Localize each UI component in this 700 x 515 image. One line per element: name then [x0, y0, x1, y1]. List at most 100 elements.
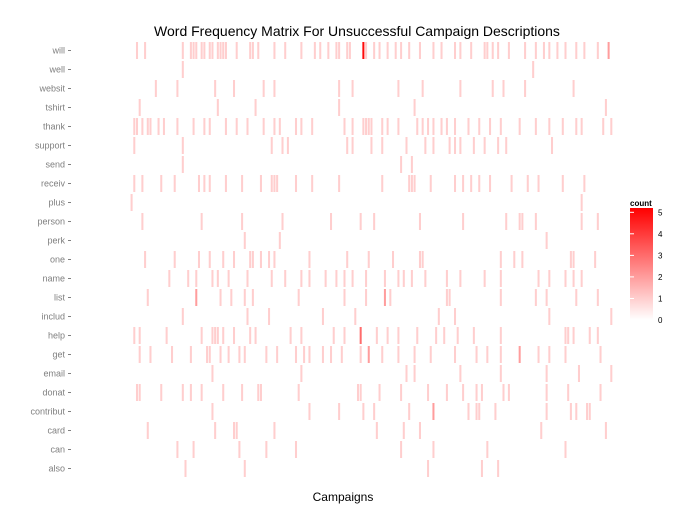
heatmap-cell [545, 289, 548, 306]
heatmap-cell [354, 308, 357, 325]
heatmap-cell [135, 384, 139, 401]
heatmap-cell [383, 289, 386, 306]
heatmap-cell [273, 42, 276, 59]
heatmap-cell [233, 422, 236, 439]
heatmap-cell [173, 175, 176, 192]
heatmap-cell [569, 251, 572, 268]
heatmap-cell [235, 422, 238, 439]
heatmap-cell [268, 308, 271, 325]
heatmap-cell [381, 175, 384, 192]
heatmap-cell [494, 403, 497, 420]
heatmap-cell [497, 137, 500, 154]
heatmap-cell [259, 384, 262, 401]
heatmap-cell [300, 327, 303, 344]
heatmap-cell [532, 61, 535, 78]
heatmap-cell [580, 194, 583, 211]
heatmap-cell [346, 42, 349, 59]
heatmap-cell [459, 365, 462, 382]
heatmap-cell [470, 175, 473, 192]
heatmap-cell [243, 289, 246, 306]
heatmap-cell [346, 251, 349, 268]
heatmap-cell [230, 289, 233, 306]
heatmap-cell [569, 403, 572, 420]
heatmap-cell [599, 384, 602, 401]
heatmap-cell [270, 175, 273, 192]
heatmap-cell [505, 213, 508, 230]
heatmap-cell [454, 175, 457, 192]
heatmap-cell [133, 118, 136, 135]
heatmap-cell [545, 403, 548, 420]
heatmap-cell [273, 251, 276, 268]
heatmap-cell [537, 346, 540, 363]
heatmap-cell [251, 42, 254, 59]
y-axis-labels: will well websit tshirt thank support send rece… [30, 46, 71, 474]
heatmap-cell [365, 118, 368, 135]
heatmap-cell [343, 289, 346, 306]
heatmap-cell [499, 327, 502, 344]
heatmap-cell [580, 118, 583, 135]
heatmap-cell [432, 441, 435, 458]
heatmap-cell [475, 346, 478, 363]
heatmap-cell [162, 118, 165, 135]
heatmap-cell [427, 118, 430, 135]
heatmap-cell [321, 346, 324, 363]
heatmap-cell [208, 175, 211, 192]
heatmap-cell [467, 118, 470, 135]
heatmap-cell [534, 118, 537, 135]
heatmap-cell [222, 251, 225, 268]
heatmap-cell [392, 251, 395, 268]
heatmap-cell [370, 118, 373, 135]
heatmap-cell [397, 327, 400, 344]
heatmap-cell [416, 327, 419, 344]
heatmap-cell [181, 308, 184, 325]
heatmap-cell [483, 270, 486, 287]
legend: count 0 1 2 3 4 5 [630, 199, 663, 325]
heatmap-cell [181, 42, 184, 59]
heatmap-cell [362, 403, 365, 420]
heatmap-cell [389, 289, 392, 306]
heatmap-cell [408, 175, 411, 192]
legend-colorbar [630, 208, 653, 320]
heatmap-cell [249, 327, 252, 344]
legend-tick-label: 2 [658, 273, 663, 282]
heatmap-cell [499, 289, 502, 306]
heatmap-cell [144, 251, 147, 268]
heatmap-cell [499, 118, 502, 135]
heatmap-cell [343, 270, 346, 287]
heatmap-cell [400, 384, 403, 401]
heatmap-cell [459, 80, 462, 97]
heatmap-cell [251, 289, 254, 306]
heatmap-cell [330, 213, 333, 230]
heatmap-cell [413, 99, 416, 116]
heatmap-cell [233, 327, 236, 344]
heatmap-cell [427, 384, 430, 401]
heatmap-cell [542, 42, 545, 59]
heatmap-cell [184, 460, 187, 477]
heatmap-cell [348, 42, 351, 59]
heatmap-cell [373, 213, 376, 230]
heatmap-cell [445, 289, 448, 306]
heatmap-cell [222, 384, 225, 401]
heatmap-cell [235, 118, 238, 135]
heatmap-cell [208, 42, 211, 59]
heatmap-cell [381, 118, 384, 135]
y-tick-label-get: get [52, 350, 65, 360]
heatmap-cell [413, 346, 416, 363]
heatmap-cell [278, 118, 281, 135]
heatmap-cell [233, 80, 236, 97]
heatmap-cell [214, 327, 217, 344]
heatmap-cell [448, 137, 451, 154]
heatmap-cell [235, 42, 238, 59]
heatmap-cell [241, 213, 244, 230]
heatmap-cell [308, 270, 311, 287]
heatmap-cell [268, 251, 271, 268]
heatmap-cell [335, 42, 338, 59]
heatmap-cell [195, 270, 198, 287]
heatmap-cell [548, 42, 551, 59]
heatmap-cell [294, 175, 298, 192]
heatmap-cell [168, 270, 171, 287]
heatmap-cell [197, 175, 200, 192]
heatmap-cell [577, 365, 580, 382]
heatmap-cell [510, 175, 513, 192]
heatmap-cell [518, 118, 521, 135]
